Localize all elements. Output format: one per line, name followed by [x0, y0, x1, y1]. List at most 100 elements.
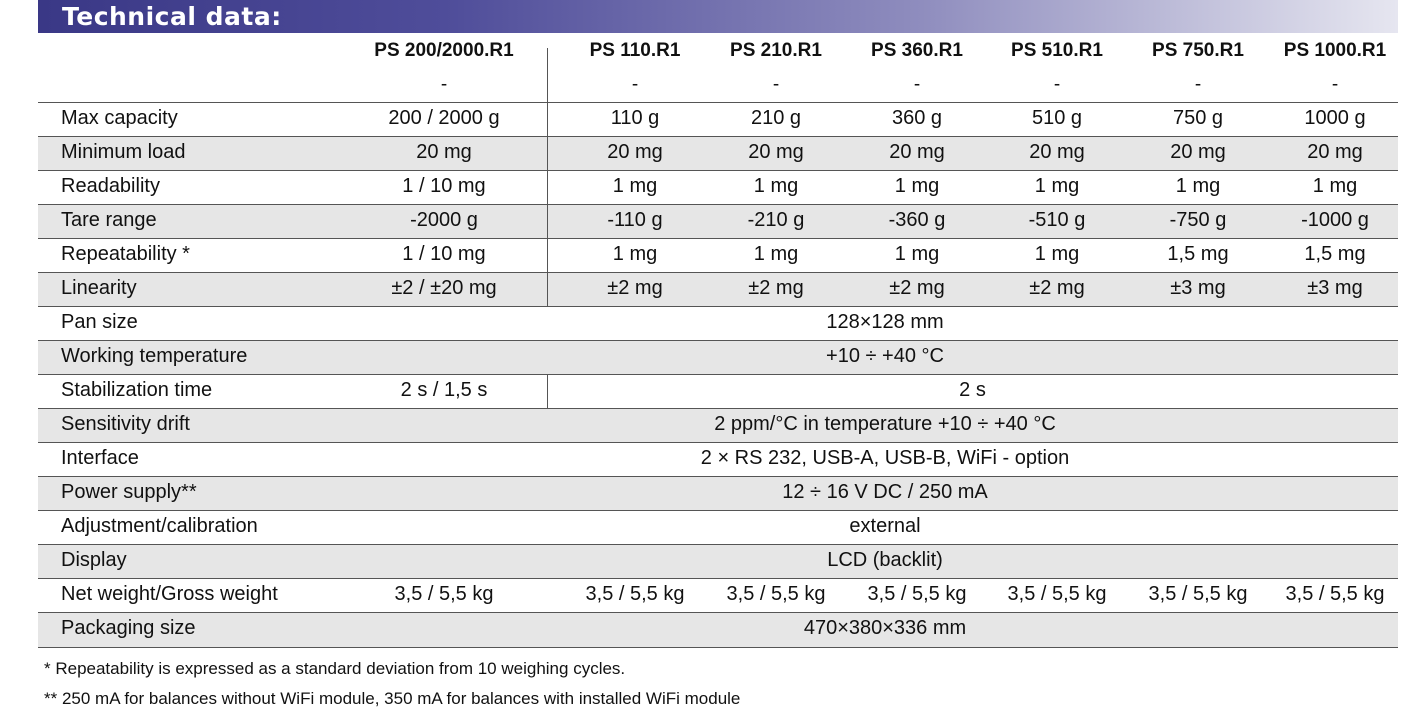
table-cell: 3,5 / 5,5 kg	[585, 583, 685, 605]
table-row: Minimum load 20 mg 20 mg 20 mg 20 mg 20 mg 20 …	[38, 136, 1398, 171]
model-header: PS 210.R1	[730, 40, 822, 61]
table-cell: -2000 g	[410, 209, 478, 231]
table-cell: 3,5 / 5,5 kg	[867, 583, 967, 605]
table-cell: 2 s / 1,5 s	[400, 379, 488, 401]
table-row: Stabilization time 2 s / 1,5 s 2 s	[38, 374, 1398, 409]
table-cell: 20 mg	[416, 141, 472, 163]
table-cell-merged: 2 s	[959, 379, 986, 401]
model-subheader: -	[1194, 74, 1202, 95]
section-title-bar	[38, 0, 1398, 33]
model-header: PS 200/2000.R1	[374, 40, 514, 61]
table-cell: 1 mg	[1034, 243, 1080, 265]
column-separator	[547, 103, 548, 137]
table-cell: 20 mg	[748, 141, 804, 163]
table-cell: 1 mg	[1312, 175, 1358, 197]
table-cell: ±2 / ±20 mg	[391, 277, 497, 299]
table-row: Display LCD (backlit)	[38, 544, 1398, 579]
model-header: PS 360.R1	[871, 40, 963, 61]
table-cell: 3,5 / 5,5 kg	[394, 583, 494, 605]
table-cell: 110 g	[610, 107, 660, 129]
table-cell: -210 g	[747, 209, 805, 231]
model-subheader: -	[913, 74, 921, 95]
table-row: Max capacity 200 / 2000 g 110 g 210 g 360 g 5…	[38, 102, 1398, 137]
table-cell: 1000 g	[1304, 107, 1366, 129]
table-cell: 20 mg	[889, 141, 945, 163]
table-row: Adjustment/calibration external	[38, 510, 1398, 545]
row-label: Tare range	[61, 209, 157, 231]
table-cell: 1,5 mg	[1167, 243, 1229, 265]
table-cell: -110 g	[607, 209, 663, 231]
table-cell: ±3 mg	[1170, 277, 1226, 299]
row-label: Pan size	[61, 311, 138, 333]
model-subheader: -	[772, 74, 780, 95]
model-subheader: -	[631, 74, 639, 95]
row-label: Repeatability *	[61, 243, 190, 265]
row-label: Adjustment/calibration	[61, 515, 258, 537]
table-cell-merged: external	[849, 515, 921, 537]
table-cell: ±2 mg	[889, 277, 945, 299]
table-cell: 200 / 2000 g	[388, 107, 500, 129]
table-cell: 3,5 / 5,5 kg	[1285, 583, 1385, 605]
row-label: Net weight/Gross weight	[61, 583, 278, 605]
model-subheader: -	[440, 74, 448, 95]
table-cell: 20 mg	[1307, 141, 1363, 163]
table-cell: 20 mg	[607, 141, 663, 163]
model-subheader: -	[1331, 74, 1339, 95]
table-cell: -1000 g	[1301, 209, 1369, 231]
table-cell: 20 mg	[1029, 141, 1085, 163]
table-row: Sensitivity drift 2 ppm/°C in temperature…	[38, 408, 1398, 443]
table-cell: 1 mg	[612, 175, 658, 197]
table-cell: 1 mg	[1034, 175, 1080, 197]
footnote-repeatability: * Repeatability is expressed as a standa…	[44, 659, 626, 678]
table-cell-merged: 470×380×336 mm	[803, 617, 967, 639]
table-cell-merged: LCD (backlit)	[827, 549, 943, 571]
table-cell: 1 mg	[894, 243, 940, 265]
row-label: Stabilization time	[61, 379, 213, 401]
table-cell: 1 mg	[1175, 175, 1221, 197]
table-row: Packaging size 470×380×336 mm	[38, 612, 1398, 648]
row-label: Working temperature	[61, 345, 248, 367]
model-header: PS 1000.R1	[1283, 40, 1387, 61]
table-cell: 3,5 / 5,5 kg	[1148, 583, 1248, 605]
row-label: Display	[61, 549, 127, 571]
table-cell-merged: 12 ÷ 16 V DC / 250 mA	[782, 481, 988, 503]
header-separator	[547, 48, 548, 102]
table-cell: 750 g	[1172, 107, 1224, 129]
column-separator	[547, 137, 548, 171]
table-cell-merged: 128×128 mm	[826, 311, 944, 333]
row-label: Max capacity	[61, 107, 178, 129]
table-row: Readability 1 / 10 mg 1 mg 1 mg 1 mg 1 mg 1 mg…	[38, 170, 1398, 205]
table-cell: -750 g	[1169, 209, 1227, 231]
table-cell: 20 mg	[1170, 141, 1226, 163]
table-cell: 1 mg	[753, 243, 799, 265]
table-cell: 1 mg	[612, 243, 658, 265]
table-cell: -360 g	[888, 209, 946, 231]
table-row: Working temperature +10 ÷ +40 °C	[38, 340, 1398, 375]
row-label: Packaging size	[61, 617, 196, 639]
row-label: Sensitivity drift	[61, 413, 190, 435]
table-cell: 210 g	[750, 107, 802, 129]
model-subheader: -	[1053, 74, 1061, 95]
table-row: Linearity ±2 / ±20 mg ±2 mg ±2 mg ±2 mg ±2 mg…	[38, 272, 1398, 307]
table-cell: 3,5 / 5,5 kg	[1007, 583, 1107, 605]
row-label: Readability	[61, 175, 160, 197]
row-label: Interface	[61, 447, 139, 469]
section-title: Technical data:	[62, 2, 282, 31]
row-label: Minimum load	[61, 141, 186, 163]
column-separator	[547, 375, 548, 409]
table-cell: 510 g	[1031, 107, 1083, 129]
table-cell: ±2 mg	[1029, 277, 1085, 299]
column-separator	[547, 273, 548, 307]
row-label: Linearity	[61, 277, 137, 299]
table-cell: 1 / 10 mg	[402, 175, 486, 197]
table-row: Net weight/Gross weight 3,5 / 5,5 kg 3,5 /…	[38, 578, 1398, 613]
column-separator	[547, 171, 548, 205]
footnote-power-supply: ** 250 mA for balances without WiFi modu…	[44, 689, 741, 708]
table-cell: 3,5 / 5,5 kg	[726, 583, 826, 605]
table-row: Interface 2 × RS 232, USB-A, USB-B, WiFi …	[38, 442, 1398, 477]
table-row: Power supply** 12 ÷ 16 V DC / 250 mA	[38, 476, 1398, 511]
table-cell: 1 mg	[894, 175, 940, 197]
table-cell: -510 g	[1028, 209, 1086, 231]
table-cell-merged: +10 ÷ +40 °C	[826, 345, 944, 367]
table-cell-merged: 2 × RS 232, USB-A, USB-B, WiFi - option	[700, 447, 1070, 469]
